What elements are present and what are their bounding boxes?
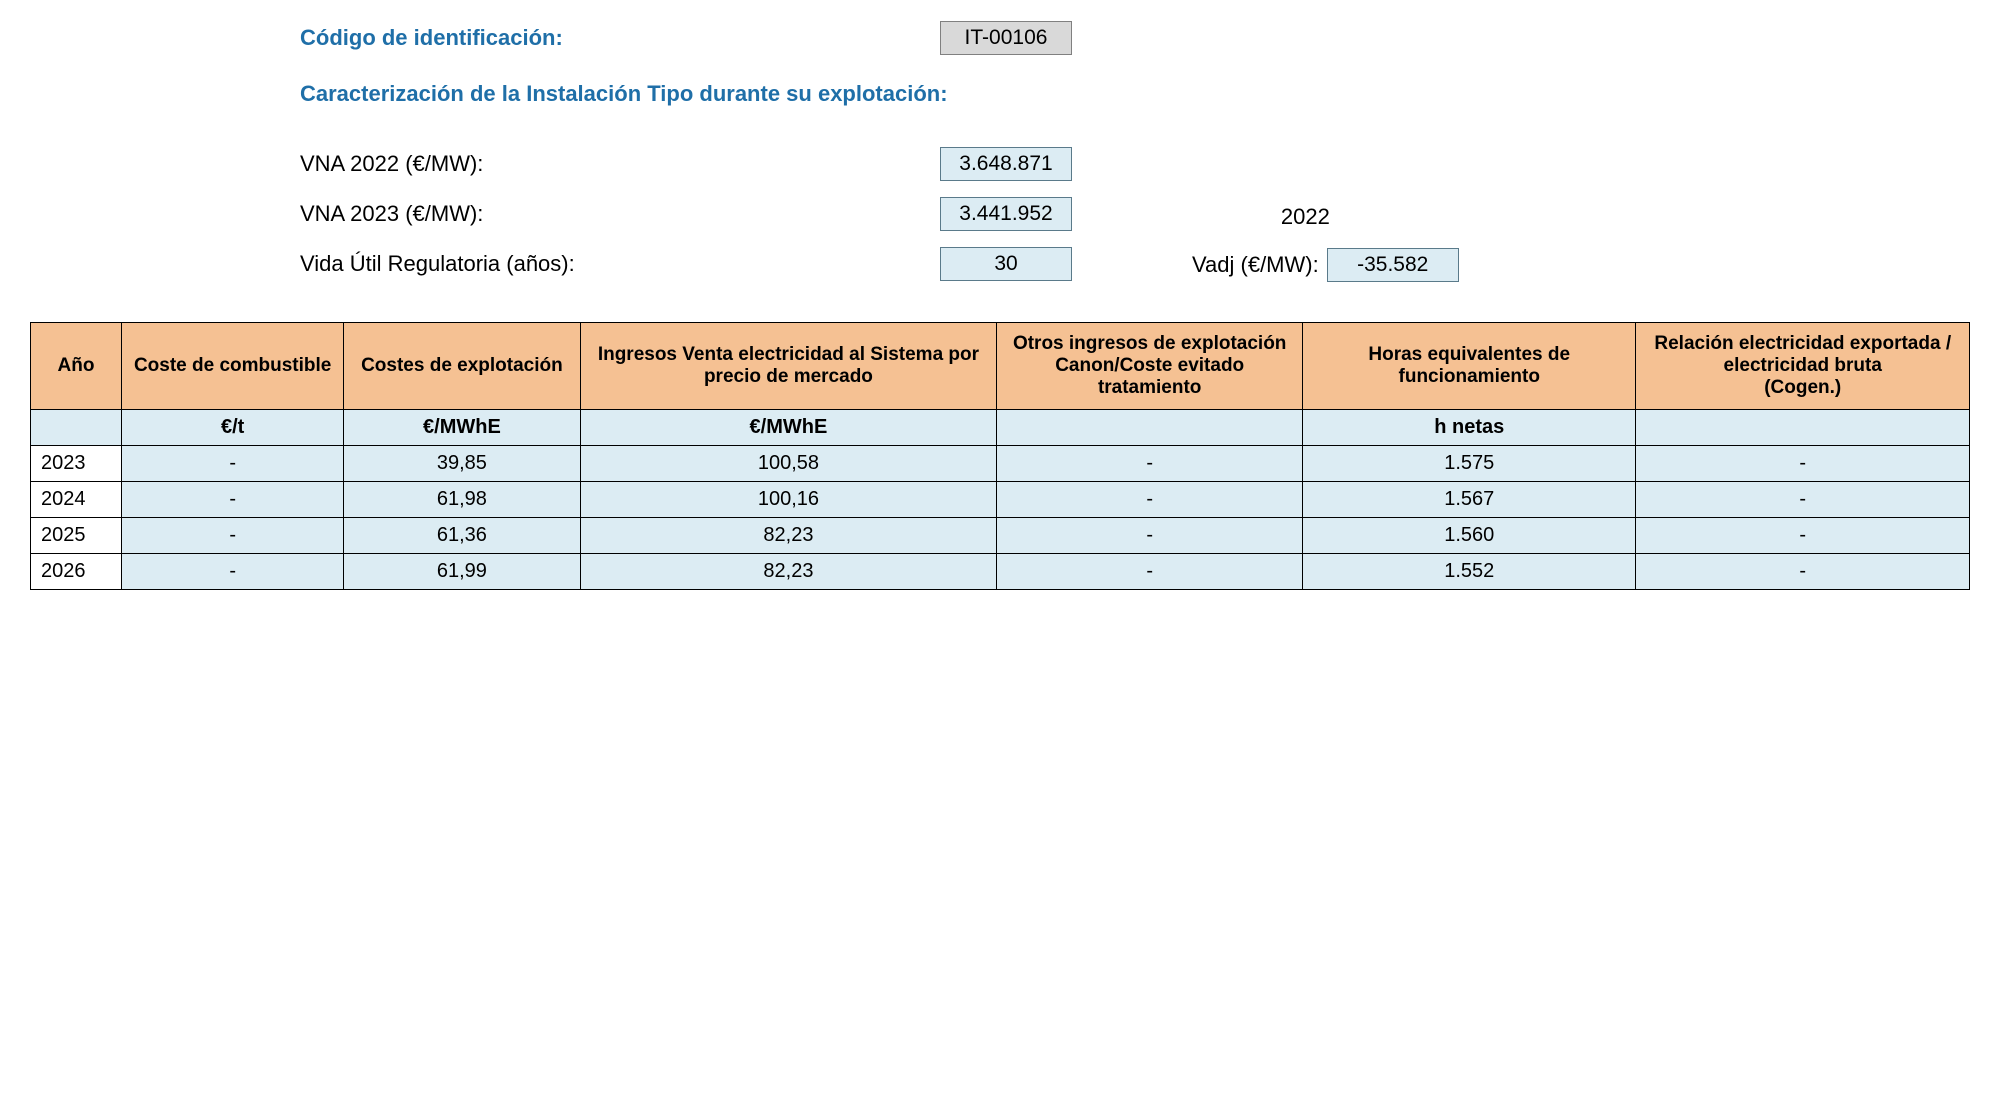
column-header: Año	[31, 323, 122, 410]
vna-left: VNA 2022 (€/MW): 3.648.871 VNA 2023 (€/M…	[300, 146, 1072, 282]
data-cell: -	[122, 446, 344, 482]
vna-2023-label: VNA 2023 (€/MW):	[300, 201, 940, 227]
year-cell: 2026	[31, 554, 122, 590]
year-cell: 2025	[31, 518, 122, 554]
unit-cell	[31, 410, 122, 446]
data-cell: -	[1636, 518, 1970, 554]
codigo-row: Código de identificación: IT-00106	[300, 20, 1970, 56]
data-cell: -	[122, 554, 344, 590]
vida-util-label: Vida Útil Regulatoria (años):	[300, 251, 940, 277]
vna-2023-value: 3.441.952	[940, 197, 1072, 231]
data-cell: 1.567	[1303, 482, 1636, 518]
year-ref: 2022	[1192, 204, 1459, 230]
column-header: Otros ingresos de explotación Canon/Cost…	[997, 323, 1303, 410]
unit-cell: €/MWhE	[344, 410, 580, 446]
data-cell: -	[1636, 482, 1970, 518]
table-row: 2024-61,98100,16-1.567-	[31, 482, 1970, 518]
column-header: Ingresos Venta electricidad al Sistema p…	[580, 323, 997, 410]
column-header: Coste de combustible	[122, 323, 344, 410]
vadj-label: Vadj (€/MW):	[1192, 252, 1319, 278]
data-cell: -	[122, 482, 344, 518]
data-cell: 61,36	[344, 518, 580, 554]
data-cell: 82,23	[580, 554, 997, 590]
data-cell: 82,23	[580, 518, 997, 554]
data-cell: -	[997, 518, 1303, 554]
vna-2023-row: VNA 2023 (€/MW): 3.441.952	[300, 196, 1072, 232]
caracterizacion-label: Caracterización de la Instalación Tipo d…	[300, 81, 948, 107]
header-section: Código de identificación: IT-00106 Carac…	[300, 20, 1970, 282]
vida-util-value: 30	[940, 247, 1072, 281]
vna-2022-value: 3.648.871	[940, 147, 1072, 181]
data-cell: -	[997, 554, 1303, 590]
data-cell: 61,98	[344, 482, 580, 518]
data-cell: -	[997, 446, 1303, 482]
table-row: 2026-61,9982,23-1.552-	[31, 554, 1970, 590]
table-row: 2025-61,3682,23-1.560-	[31, 518, 1970, 554]
vna-grid: VNA 2022 (€/MW): 3.648.871 VNA 2023 (€/M…	[300, 146, 1970, 282]
vadj-value: -35.582	[1327, 248, 1459, 282]
caracterizacion-row: Caracterización de la Instalación Tipo d…	[300, 76, 1970, 112]
column-header: Costes de explotación	[344, 323, 580, 410]
unit-cell: h netas	[1303, 410, 1636, 446]
data-table: AñoCoste de combustibleCostes de explota…	[30, 322, 1970, 590]
vida-util-row: Vida Útil Regulatoria (años): 30	[300, 246, 1072, 282]
unit-cell	[1636, 410, 1970, 446]
data-cell: 100,16	[580, 482, 997, 518]
vna-2022-row: VNA 2022 (€/MW): 3.648.871	[300, 146, 1072, 182]
data-cell: 1.560	[1303, 518, 1636, 554]
data-cell: 61,99	[344, 554, 580, 590]
data-cell: -	[997, 482, 1303, 518]
unit-cell: €/MWhE	[580, 410, 997, 446]
year-cell: 2023	[31, 446, 122, 482]
year-cell: 2024	[31, 482, 122, 518]
data-cell: -	[1636, 554, 1970, 590]
vna-right: 2022 Vadj (€/MW): -35.582	[1192, 146, 1459, 282]
column-header: Horas equivalentes de funcionamiento	[1303, 323, 1636, 410]
codigo-label: Código de identificación:	[300, 25, 940, 51]
units-row: €/t€/MWhE€/MWhEh netas	[31, 410, 1970, 446]
data-cell: -	[1636, 446, 1970, 482]
vna-2022-label: VNA 2022 (€/MW):	[300, 151, 940, 177]
unit-cell: €/t	[122, 410, 344, 446]
vadj-row: Vadj (€/MW): -35.582	[1192, 248, 1459, 282]
data-cell: 100,58	[580, 446, 997, 482]
codigo-value: IT-00106	[940, 21, 1072, 55]
table-header-row: AñoCoste de combustibleCostes de explota…	[31, 323, 1970, 410]
column-header: Relación electricidad exportada / electr…	[1636, 323, 1970, 410]
data-cell: 1.552	[1303, 554, 1636, 590]
table-row: 2023-39,85100,58-1.575-	[31, 446, 1970, 482]
data-cell: -	[122, 518, 344, 554]
unit-cell	[997, 410, 1303, 446]
data-cell: 39,85	[344, 446, 580, 482]
data-cell: 1.575	[1303, 446, 1636, 482]
